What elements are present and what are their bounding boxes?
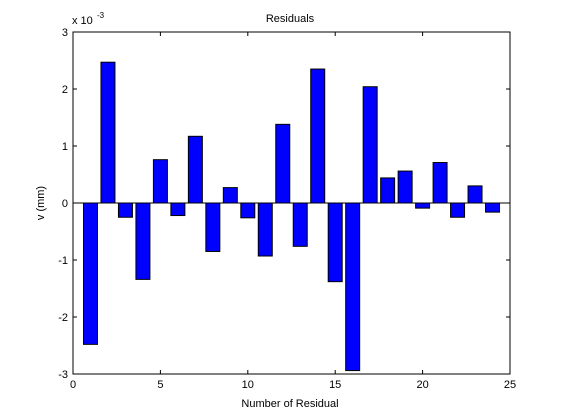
bar-1 bbox=[82, 202, 98, 345]
bar-5 bbox=[152, 159, 168, 204]
y-axis-ticks: 3 2 1 0 -1 -2 -3 bbox=[58, 27, 510, 381]
x-axis-ticks: 0 5 10 15 20 25 bbox=[70, 32, 516, 391]
bar-20 bbox=[415, 202, 431, 209]
x-axis-label: Number of Residual bbox=[241, 398, 338, 410]
bar-17 bbox=[362, 86, 378, 204]
bar-15 bbox=[327, 202, 343, 283]
bar-19 bbox=[397, 170, 413, 204]
bar-3 bbox=[117, 202, 133, 218]
bar-2 bbox=[100, 61, 116, 204]
y-scale-label: x 10 -3 bbox=[72, 11, 105, 27]
bar-22 bbox=[450, 202, 466, 218]
y-tick-label-3: 3 bbox=[62, 27, 68, 39]
bar-8 bbox=[205, 202, 221, 252]
x-tick-label-15: 15 bbox=[329, 379, 341, 391]
x-tick-label-20: 20 bbox=[416, 379, 428, 391]
bar-12 bbox=[275, 123, 291, 204]
bar-24 bbox=[485, 202, 501, 213]
bar-18 bbox=[380, 177, 396, 204]
bar-6 bbox=[170, 202, 186, 217]
bar-7 bbox=[187, 135, 203, 204]
y-tick-label--2: -2 bbox=[58, 312, 68, 324]
y-scale-base: x 10 bbox=[72, 15, 93, 27]
y-tick-label--1: -1 bbox=[58, 255, 68, 267]
y-scale-exponent: -3 bbox=[97, 11, 105, 20]
y-axis-label: v (mm) bbox=[35, 186, 47, 220]
y-tick-label-1: 1 bbox=[62, 141, 68, 153]
bar-21 bbox=[432, 162, 448, 204]
bar-4 bbox=[135, 202, 151, 280]
bar-9 bbox=[222, 187, 238, 204]
x-tick-label-0: 0 bbox=[70, 379, 76, 391]
y-tick-label-0: 0 bbox=[62, 198, 68, 210]
bar-13 bbox=[292, 202, 308, 247]
bar-14 bbox=[310, 68, 326, 204]
y-tick-label--3: -3 bbox=[58, 369, 68, 381]
bar-10 bbox=[240, 202, 256, 219]
bar-16 bbox=[345, 202, 361, 372]
bar-11 bbox=[257, 202, 273, 257]
y-tick-label-2: 2 bbox=[62, 84, 68, 96]
x-tick-label-5: 5 bbox=[157, 379, 163, 391]
x-tick-label-25: 25 bbox=[504, 379, 516, 391]
x-tick-label-10: 10 bbox=[242, 379, 254, 391]
bar-23 bbox=[467, 185, 483, 204]
chart-title: Residuals bbox=[266, 13, 315, 25]
